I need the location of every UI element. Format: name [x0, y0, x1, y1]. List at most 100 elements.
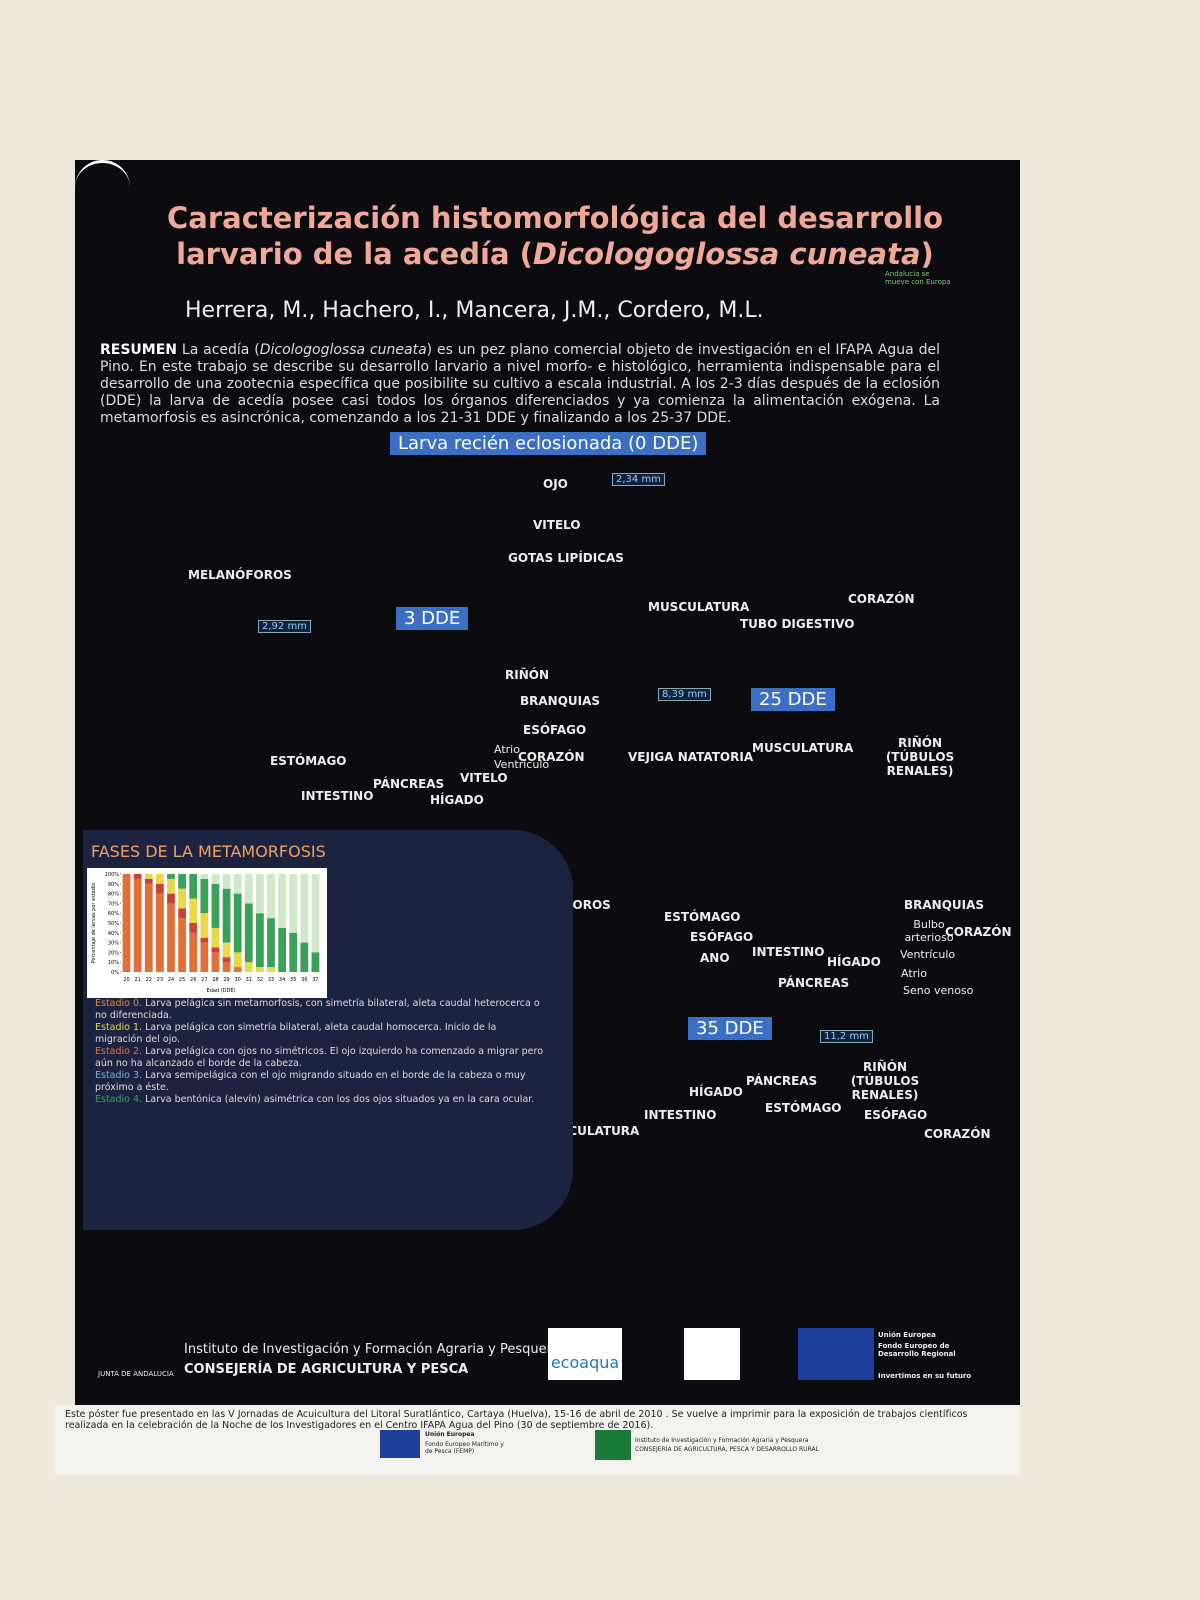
- stage-name: Estadio 2.: [95, 1046, 143, 1057]
- bar-segment: [200, 878, 209, 914]
- bar-segment: [156, 883, 164, 894]
- stage-name: Estadio 4.: [95, 1094, 143, 1105]
- summary-text: La acedía (: [181, 342, 260, 358]
- annotation: RIÑÓN (TÚBULOS RENALES): [885, 736, 955, 778]
- annotation: HÍGADO: [827, 955, 881, 969]
- annotation: Bulbo arterioso: [904, 918, 954, 944]
- metamorphosis-panel: FASES DE LA METAMORFOSIS Estadio 0. Larva…: [83, 830, 573, 1230]
- scale-bar: 2,92 mm: [258, 620, 311, 633]
- x-tick-label: 30: [234, 977, 240, 983]
- annotation: HÍGADO: [689, 1085, 743, 1099]
- summary: RESUMEN La acedía (Dicologoglossa cuneat…: [100, 342, 940, 427]
- stage-name: Estadio 1.: [95, 1022, 143, 1033]
- y-tick-label: 70%: [108, 901, 119, 907]
- logo-text: Invertimos en su futuro: [878, 1372, 972, 1380]
- logo-text: CONSEJERÍA DE AGRICULTURA, PESCA Y DESAR…: [635, 1446, 819, 1453]
- annotation: OJO: [543, 477, 568, 491]
- x-tick-label: 33: [268, 977, 274, 983]
- annotation: ESÓFAGO: [864, 1108, 928, 1122]
- annotation: CORAZÓN: [848, 592, 915, 606]
- bar-segment: [256, 967, 264, 972]
- scale-bar: 11,2 mm: [820, 1030, 873, 1043]
- annotation: ESTÓMAGO: [765, 1101, 842, 1115]
- bar-segment: [233, 893, 242, 953]
- bar-segment: [200, 913, 209, 938]
- footnote: Este póster fue presentado en las V Jorn…: [65, 1409, 968, 1431]
- annotation: INTESTINO: [752, 945, 825, 959]
- title-species: Dicologoglossa cuneata: [532, 237, 921, 271]
- x-tick-label: 24: [168, 977, 174, 983]
- stage-text: Larva pelágica sin metamorfosis, con sim…: [95, 998, 540, 1021]
- logo-text: Unión Europea: [878, 1331, 936, 1339]
- annotation: CORAZÓN: [924, 1127, 991, 1141]
- bar-segment: [189, 874, 198, 899]
- annotation: BRANQUIAS: [904, 898, 985, 912]
- scale-bar: 2,34 mm: [612, 473, 665, 486]
- bar-segment: [200, 874, 209, 879]
- x-tick-label: 27: [201, 977, 207, 983]
- stage-description: Estadio 0. Larva pelágica sin metamorfos…: [95, 998, 545, 1022]
- bar-segment: [167, 874, 175, 879]
- stage-label: 3 DDE: [396, 607, 469, 630]
- section-title: FASES DE LA METAMORFOSIS: [91, 842, 326, 861]
- bar-segment: [256, 913, 264, 968]
- stage-description: Estadio 2. Larva pelágica con ojos no si…: [95, 1046, 545, 1070]
- bar-segment: [311, 952, 320, 972]
- x-tick-label: 21: [134, 977, 140, 983]
- annotation: TUBO DIGESTIVO: [740, 617, 855, 631]
- ifapa-logo: [595, 1430, 631, 1460]
- y-tick-label: 60%: [108, 911, 119, 917]
- annotation: Atrio: [494, 743, 520, 756]
- eu-flag: [380, 1430, 420, 1458]
- x-axis-label: Edad (DDE): [207, 988, 236, 994]
- x-tick-label: 25: [179, 977, 185, 983]
- bar-segment: [233, 967, 242, 972]
- bar-segment: [156, 874, 164, 884]
- y-tick-label: 10%: [108, 960, 119, 966]
- bar-segment: [289, 932, 298, 972]
- bar-segment: [222, 942, 231, 958]
- partner-logo: [684, 1328, 740, 1380]
- annotation: INTESTINO: [644, 1108, 717, 1122]
- annotation: Ventrículo: [900, 948, 956, 961]
- eu-flag: [798, 1328, 874, 1380]
- corner-logo: Andalucía se mueve con Europa: [885, 270, 951, 286]
- annotation: CORAZÓN: [518, 750, 585, 764]
- annotation: RIÑÓN: [505, 668, 549, 682]
- x-tick-label: 35: [290, 977, 296, 983]
- stage-name: Estadio 0.: [95, 998, 143, 1009]
- bar-segment: [244, 874, 253, 904]
- x-tick-label: 37: [312, 977, 318, 983]
- bar-segment: [278, 927, 286, 972]
- bar-segment: [144, 883, 153, 972]
- annotation: RIÑÓN (TÚBULOS RENALES): [850, 1060, 920, 1102]
- ecoaqua-logo: ecoaqua: [548, 1328, 622, 1380]
- bar-segment: [311, 874, 320, 953]
- bar-segment: [267, 918, 275, 968]
- annotation: INTESTINO: [301, 789, 374, 803]
- bar-segment: [278, 874, 286, 928]
- annotation: ESTÓMAGO: [270, 754, 347, 768]
- x-tick-label: 22: [146, 977, 152, 983]
- stage-descriptions: Estadio 0. Larva pelágica sin metamorfos…: [95, 998, 545, 1106]
- bar-segment: [300, 874, 309, 943]
- x-tick-label: 36: [301, 977, 307, 983]
- logo-text: JUNTA DE ANDALUCIA: [98, 1370, 174, 1378]
- logo-text: Fondo Europeo de Desarrollo Regional: [878, 1342, 956, 1358]
- title-line: Caracterización histomorfológica del des…: [166, 201, 944, 235]
- annotation: VEJIGA NATATORIA: [628, 750, 754, 764]
- x-tick-label: 28: [212, 977, 218, 983]
- bar-segment: [156, 893, 164, 972]
- bar-segment: [189, 923, 198, 933]
- bar-segment: [211, 874, 220, 884]
- bar-segment: [178, 874, 186, 889]
- stage-text: Larva bentónica (alevín) asimétrica con …: [145, 1094, 535, 1105]
- bar-segment: [233, 874, 242, 894]
- annotation: GOTAS LIPÍDICAS: [508, 551, 624, 565]
- y-tick-label: 30%: [108, 941, 119, 947]
- stage-text: Larva semipelágica con el ojo migrando s…: [95, 1070, 526, 1093]
- summary-label: RESUMEN: [100, 342, 178, 358]
- bar-segment: [122, 874, 131, 972]
- bar-segment: [267, 967, 275, 972]
